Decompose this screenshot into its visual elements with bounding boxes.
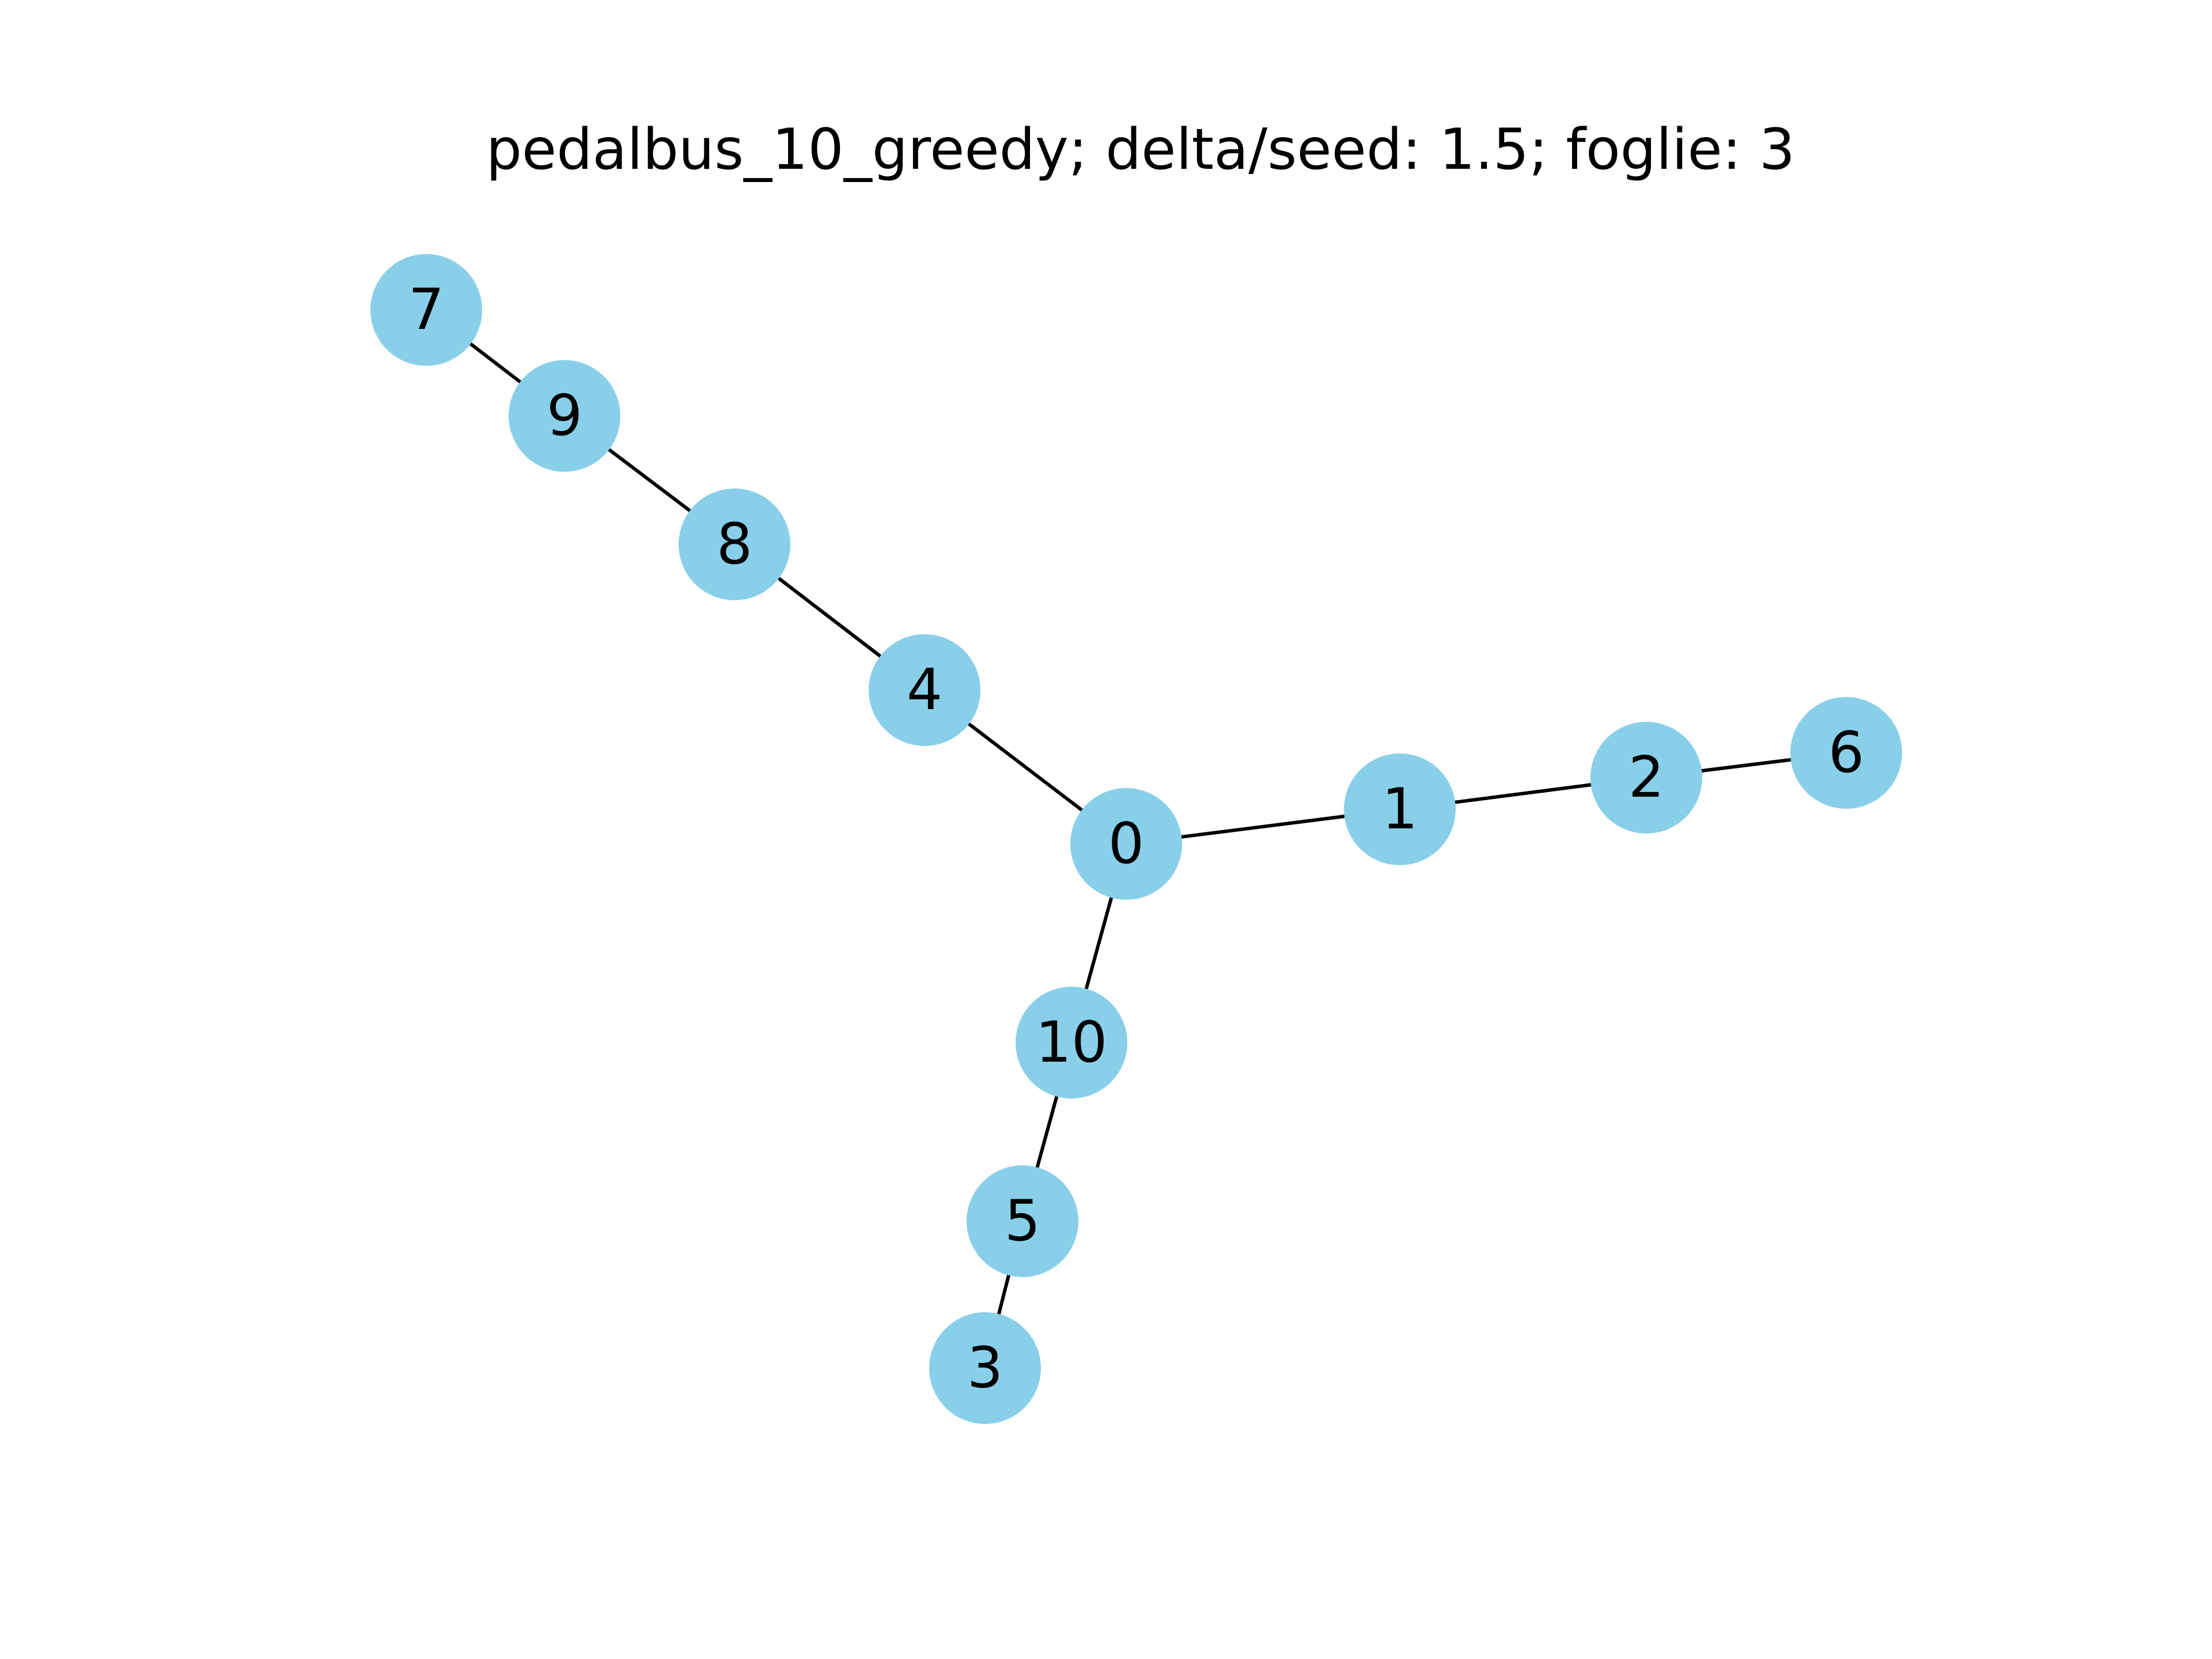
node-0: 0 xyxy=(1070,788,1182,900)
node-label-10: 10 xyxy=(1036,1010,1108,1075)
node-6: 6 xyxy=(1790,697,1902,809)
node-2: 2 xyxy=(1590,722,1702,834)
node-circle-4 xyxy=(869,634,980,746)
node-10: 10 xyxy=(1016,987,1127,1099)
node-label-6: 6 xyxy=(1828,720,1864,786)
node-circle-7 xyxy=(370,254,482,366)
nodes-layer: 0 1 2 3 4 5 6 7 8 9 10 xyxy=(370,254,1902,1424)
node-label-7: 7 xyxy=(408,277,444,343)
node-circle-5 xyxy=(967,1165,1078,1277)
node-circle-6 xyxy=(1790,697,1902,809)
node-label-3: 3 xyxy=(967,1335,1003,1401)
node-3: 3 xyxy=(929,1312,1041,1424)
node-4: 4 xyxy=(869,634,980,746)
node-circle-8 xyxy=(679,488,790,600)
node-label-0: 0 xyxy=(1108,811,1144,877)
node-1: 1 xyxy=(1344,753,1456,865)
node-8: 8 xyxy=(679,488,790,600)
node-circle-0 xyxy=(1070,788,1182,900)
node-label-2: 2 xyxy=(1628,745,1664,810)
node-circle-2 xyxy=(1590,722,1702,834)
graph-title: pedalbus_10_greedy; delta/seed: 1.5; fog… xyxy=(486,117,1796,183)
node-label-4: 4 xyxy=(907,657,942,723)
node-circle-10 xyxy=(1016,987,1127,1099)
node-label-9: 9 xyxy=(547,383,582,449)
node-9: 9 xyxy=(509,360,620,472)
node-label-5: 5 xyxy=(1005,1188,1040,1254)
node-label-8: 8 xyxy=(717,512,752,577)
node-circle-3 xyxy=(929,1312,1041,1424)
node-7: 7 xyxy=(370,254,482,366)
node-circle-1 xyxy=(1344,753,1456,865)
node-circle-9 xyxy=(509,360,620,472)
node-5: 5 xyxy=(967,1165,1078,1277)
node-label-1: 1 xyxy=(1382,777,1418,842)
